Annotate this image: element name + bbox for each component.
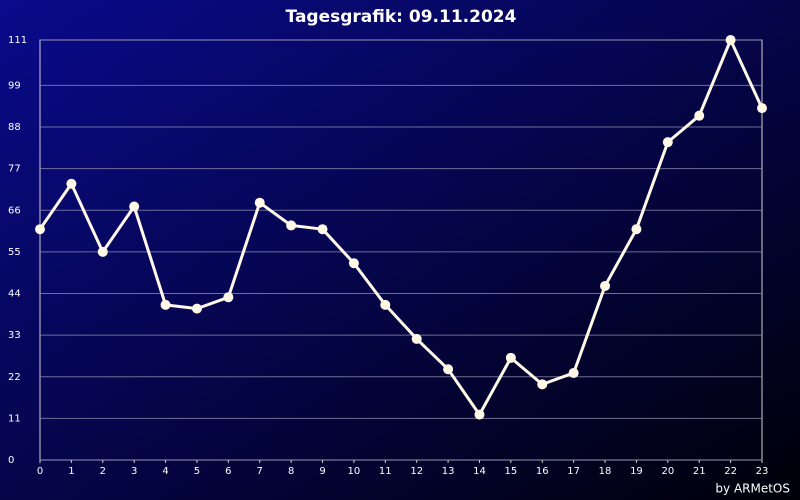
- point: [505, 352, 516, 363]
- x-tick-label: 2: [100, 466, 106, 477]
- x-tick-label: 7: [257, 466, 263, 477]
- point: [474, 409, 485, 420]
- point: [380, 299, 391, 310]
- y-tick-label: 66: [8, 205, 21, 216]
- point: [348, 258, 359, 269]
- x-tick-label: 9: [319, 466, 325, 477]
- y-tick-label: 0: [8, 455, 14, 466]
- x-tick-label: 13: [442, 466, 455, 477]
- point: [223, 292, 234, 303]
- line: [38, 38, 764, 417]
- point: [757, 103, 767, 114]
- x-tick-label: 21: [693, 466, 706, 477]
- x-tick-label: 23: [756, 466, 769, 477]
- x-tick-label: 22: [724, 466, 737, 477]
- y-tick-label: 77: [8, 164, 21, 175]
- x-tick-label: 17: [567, 466, 580, 477]
- x-tick-label: 1: [68, 466, 74, 477]
- point: [568, 367, 579, 378]
- x-tick-label: 14: [473, 466, 486, 477]
- point: [317, 224, 328, 235]
- point: [600, 280, 611, 291]
- point: [411, 333, 422, 344]
- point: [191, 303, 202, 314]
- x-tick-label: 3: [131, 466, 137, 477]
- x-tick-label: 8: [288, 466, 294, 477]
- x-tick-label: 11: [379, 466, 392, 477]
- point: [725, 35, 736, 45]
- point: [694, 110, 705, 121]
- x-tick-label: 12: [410, 466, 423, 477]
- point: [254, 197, 265, 208]
- x-tick-label: 15: [505, 466, 518, 477]
- x-tick-label: 18: [599, 466, 612, 477]
- x-tick-label: 19: [630, 466, 643, 477]
- point: [662, 137, 673, 148]
- point: [35, 224, 45, 235]
- footer: by ARMetOS: [715, 482, 790, 496]
- x-tick-label: 4: [162, 466, 168, 477]
- y-tick-label: 99: [8, 80, 21, 91]
- point: [160, 299, 171, 310]
- x-tick-label: 16: [536, 466, 549, 477]
- point: [97, 246, 108, 257]
- point: [537, 379, 548, 390]
- x-tick-label: 0: [37, 466, 43, 477]
- y-tick-label: 11: [8, 413, 21, 424]
- chart-title: Tagesgrafik: 09.11.2024: [286, 7, 517, 27]
- point: [286, 220, 297, 231]
- x-tick-label: 20: [661, 466, 674, 477]
- point: [129, 201, 140, 212]
- x-tick-label: 6: [225, 466, 231, 477]
- y-tick-label: 55: [8, 247, 21, 258]
- y-tick-label: 111: [8, 35, 27, 46]
- x-tick-label: 10: [348, 466, 361, 477]
- y-tick-label: 33: [8, 330, 21, 341]
- x-tick-label: 5: [194, 466, 200, 477]
- point: [66, 178, 77, 189]
- point: [443, 364, 454, 375]
- y-tick-label: 88: [8, 122, 21, 133]
- point: [631, 224, 642, 235]
- y-tick-label: 44: [8, 289, 21, 300]
- y-tick-label: 22: [8, 372, 21, 383]
